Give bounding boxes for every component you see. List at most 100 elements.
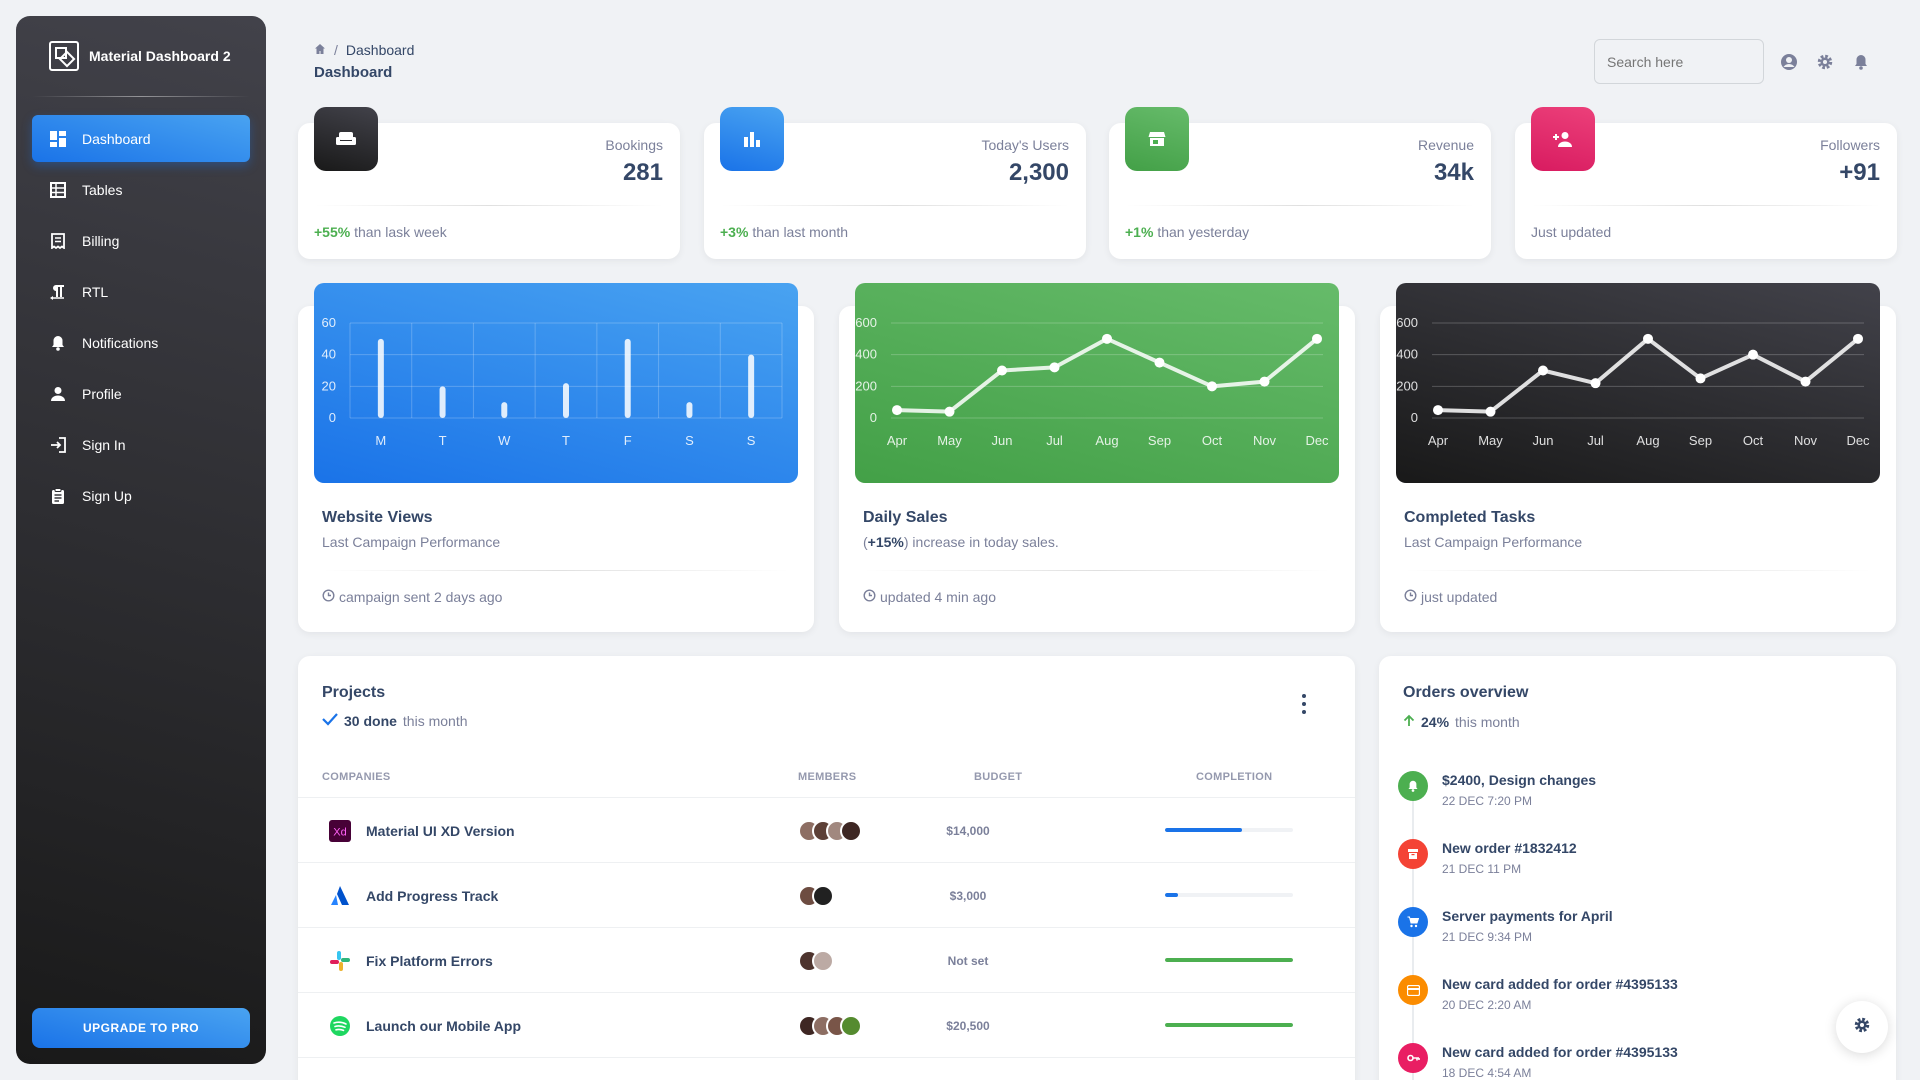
bar[interactable] <box>501 402 508 418</box>
chart-footer: just updated <box>1404 589 1497 605</box>
table-row[interactable]: Launch our Mobile App $20,500 <box>298 992 1355 1057</box>
avatar[interactable] <box>812 950 834 972</box>
bar[interactable] <box>439 386 446 418</box>
sidebar-item-notifications[interactable]: Notifications <box>32 319 250 366</box>
brand[interactable]: Material Dashboard 2 <box>32 16 250 96</box>
projects-title: Projects <box>322 684 386 701</box>
chart-subtitle: Last Campaign Performance <box>322 534 501 550</box>
data-point[interactable] <box>1643 333 1653 344</box>
search-input[interactable] <box>1594 39 1764 84</box>
upgrade-to-pro-button[interactable]: Upgrade to pro <box>32 1008 250 1048</box>
data-point[interactable] <box>1800 376 1811 387</box>
y-tick-label: 0 <box>329 410 336 425</box>
bell-icon <box>1398 771 1428 801</box>
timeline-item[interactable]: New card added for order #4395133 18 DEC… <box>1379 1043 1896 1080</box>
arrow-upward-icon <box>1403 714 1415 730</box>
data-point[interactable] <box>1049 362 1060 373</box>
data-point[interactable] <box>1259 376 1270 387</box>
home-icon[interactable] <box>314 42 326 58</box>
data-point[interactable] <box>892 405 902 416</box>
leaderboard-icon <box>720 107 784 171</box>
members-avatars <box>798 1015 862 1037</box>
login-icon <box>49 436 66 453</box>
sidebar-item-sign-up[interactable]: Sign Up <box>32 472 250 519</box>
bar[interactable] <box>686 402 693 418</box>
completion-progress <box>1165 828 1293 832</box>
timeline-item[interactable]: New card added for order #4395133 20 DEC… <box>1379 975 1896 1043</box>
sidebar-item-dashboard[interactable]: Dashboard <box>32 115 250 162</box>
timeline-title: $2400, Design changes <box>1442 772 1597 788</box>
page-title: Dashboard <box>314 64 393 81</box>
stat-card-followers: Followers +91 Just updated <box>1515 107 1897 259</box>
x-tick-label: Jul <box>1046 433 1063 448</box>
chart-box: 0 20 40 60 M T W T F S S <box>314 283 798 483</box>
data-point[interactable] <box>1748 349 1758 360</box>
spotify-logo-icon <box>328 1014 352 1038</box>
y-tick-label: 400 <box>855 347 877 362</box>
progress-fill <box>1165 1023 1293 1027</box>
settings-fab-button[interactable] <box>1836 1001 1888 1053</box>
sidebar-nav: Dashboard Tables Billing RTL Notificatio… <box>32 115 250 519</box>
assignment-icon <box>49 487 66 504</box>
data-point[interactable] <box>944 406 955 417</box>
data-point[interactable] <box>1312 333 1322 344</box>
stat-card-todays-users: Today's Users 2,300 +3% than last month <box>704 107 1086 259</box>
data-point[interactable] <box>997 365 1007 376</box>
members-avatars <box>798 885 834 907</box>
data-point[interactable] <box>1538 365 1548 376</box>
more-vert-icon[interactable] <box>1299 694 1309 714</box>
sidebar-item-sign-in[interactable]: Sign In <box>32 421 250 468</box>
timeline-item[interactable]: Server payments for April 21 DEC 9:34 PM <box>1379 907 1896 975</box>
x-tick-label: Dec <box>1846 433 1870 448</box>
chart-title: Daily Sales <box>863 509 948 526</box>
project-budget: $20,500 <box>946 1019 990 1033</box>
data-point[interactable] <box>1695 373 1706 384</box>
avatar[interactable] <box>812 885 834 907</box>
avatar[interactable] <box>840 1015 862 1037</box>
y-tick-label: 600 <box>1396 315 1418 330</box>
x-tick-label: F <box>624 433 632 448</box>
data-point[interactable] <box>1853 333 1863 344</box>
bar[interactable] <box>377 338 384 418</box>
data-point[interactable] <box>1207 381 1217 392</box>
sidebar-item-rtl[interactable]: RTL <box>32 268 250 315</box>
gear-icon[interactable] <box>1815 52 1835 72</box>
table-row[interactable]: Xd Material UI XD Version $14,000 <box>298 797 1355 862</box>
avatar[interactable] <box>840 820 862 842</box>
chart-subtitle: (+15%) increase in today sales. <box>863 534 1059 550</box>
timeline-item[interactable]: $2400, Design changes 22 DEC 7:20 PM <box>1379 771 1896 839</box>
data-point[interactable] <box>1590 378 1601 389</box>
atlassian-logo-icon <box>328 884 352 908</box>
sidebar-item-label: Sign Up <box>82 487 132 504</box>
account-circle-icon[interactable] <box>1779 52 1799 72</box>
data-point[interactable] <box>1102 333 1112 344</box>
sidebar-item-billing[interactable]: Billing <box>32 217 250 264</box>
x-tick-label: Nov <box>1253 433 1277 448</box>
x-tick-label: T <box>439 433 447 448</box>
stat-value: 281 <box>622 159 663 186</box>
x-tick-label: W <box>498 433 511 448</box>
bar[interactable] <box>624 338 631 418</box>
timeline-item[interactable]: New order #1832412 21 DEC 11 PM <box>1379 839 1896 907</box>
person-icon <box>49 385 66 402</box>
y-tick-label: 200 <box>1396 378 1418 393</box>
completed-tasks-chart: 0 200 400 600 Apr May Jun Jul Aug Sep Oct Nov Dec <box>1396 315 1870 448</box>
members-avatars <box>798 950 834 972</box>
table-row[interactable]: Add Progress Track $3,000 <box>298 862 1355 927</box>
sidebar-item-tables[interactable]: Tables <box>32 166 250 213</box>
sidebar-item-label: Profile <box>82 385 122 402</box>
chart-title: Completed Tasks <box>1404 509 1536 526</box>
data-point[interactable] <box>1433 405 1443 416</box>
data-point[interactable] <box>1154 357 1165 368</box>
cart-icon <box>1398 907 1428 937</box>
bell-icon[interactable] <box>1851 52 1871 72</box>
progress-fill <box>1165 828 1242 832</box>
table-row[interactable] <box>298 1057 1355 1080</box>
sidebar-item-profile[interactable]: Profile <box>32 370 250 417</box>
x-tick-label: Aug <box>1636 433 1659 448</box>
table-row[interactable]: Fix Platform Errors Not set <box>298 927 1355 992</box>
bar[interactable] <box>563 383 569 418</box>
bar[interactable] <box>748 354 755 418</box>
data-point[interactable] <box>1485 406 1496 417</box>
breadcrumb: / Dashboard <box>314 42 414 58</box>
